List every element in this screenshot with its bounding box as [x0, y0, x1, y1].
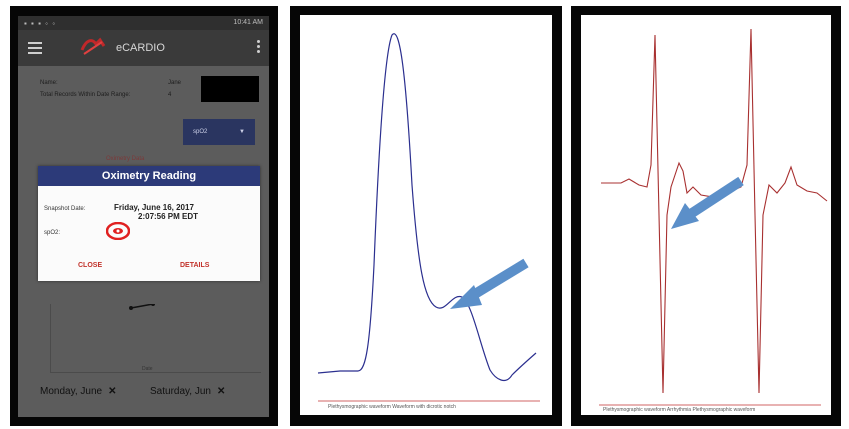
date-chip-label: Monday, June — [40, 386, 103, 397]
details-button[interactable]: DETAILS — [180, 262, 210, 269]
spo2-dropdown[interactable]: spO2 ▼ — [183, 119, 255, 145]
waveform-legend: Plethysmographic waveform Waveform with … — [328, 404, 456, 410]
close-button[interactable]: CLOSE — [78, 262, 103, 269]
mini-chart-x-label: Date — [142, 366, 153, 372]
app-title: eCARDIO — [116, 42, 165, 54]
app-logo-icon — [80, 37, 106, 55]
redacted-box — [201, 76, 259, 102]
spo2-label: spO2: — [44, 230, 61, 236]
mini-chart — [50, 304, 261, 373]
status-bar: ▪ ▪ ▪ ◦ ◦ 10:41 AM — [18, 16, 269, 30]
snapshot-time-value: 2:07:56 PM EDT — [138, 212, 199, 221]
date-chip[interactable]: Monday, June ✕ — [40, 386, 116, 397]
phone-screenshot-panel: ▪ ▪ ▪ ◦ ◦ 10:41 AM eCARDIO Name: Jane To… — [10, 6, 278, 426]
date-chip[interactable]: Saturday, Jun ✕ — [150, 386, 225, 397]
dialog-title: Oximetry Reading — [38, 166, 260, 186]
phone-screen: ▪ ▪ ▪ ◦ ◦ 10:41 AM eCARDIO Name: Jane To… — [18, 16, 269, 417]
chevron-down-icon: ▼ — [239, 129, 245, 135]
close-icon[interactable]: ✕ — [216, 386, 226, 397]
close-icon[interactable]: ✕ — [108, 386, 117, 397]
waveform-panel-arrhythmia: Plethysmographic waveform Arrhythmia Ple… — [571, 6, 841, 426]
oximetry-dialog: Oximetry Reading Snapshot Date: Friday, … — [38, 166, 260, 281]
name-label: Name: — [40, 80, 58, 86]
eye-icon[interactable] — [106, 222, 130, 240]
records-label: Total Records Within Date Range: — [40, 92, 131, 98]
snapshot-date-value: Friday, June 16, 2017 — [114, 203, 194, 212]
mini-chart-line — [129, 304, 155, 310]
overflow-menu-icon[interactable] — [257, 40, 261, 55]
chart-section-title: Oximetry Data — [106, 156, 145, 162]
menu-icon[interactable] — [28, 42, 42, 54]
app-bar: eCARDIO — [18, 30, 269, 66]
status-icons: ▪ ▪ ▪ ◦ ◦ — [24, 19, 57, 28]
pleth-waveform — [317, 33, 540, 402]
arrhythmia-waveform — [599, 28, 828, 406]
waveform-legend: Plethysmographic waveform Arrhythmia Ple… — [603, 407, 756, 413]
status-time: 10:41 AM — [233, 19, 263, 26]
records-value: 4 — [168, 92, 172, 98]
name-value: Jane — [168, 80, 182, 86]
date-chip-label: Saturday, Jun — [150, 386, 211, 397]
waveform-card: Plethysmographic waveform Arrhythmia Ple… — [581, 15, 831, 415]
waveform-card: Plethysmographic waveform Waveform with … — [300, 15, 552, 415]
snapshot-label: Snapshot Date: — [44, 206, 86, 212]
spo2-dropdown-label: spO2 — [193, 129, 208, 135]
waveform-panel-normal: Plethysmographic waveform Waveform with … — [290, 6, 562, 426]
